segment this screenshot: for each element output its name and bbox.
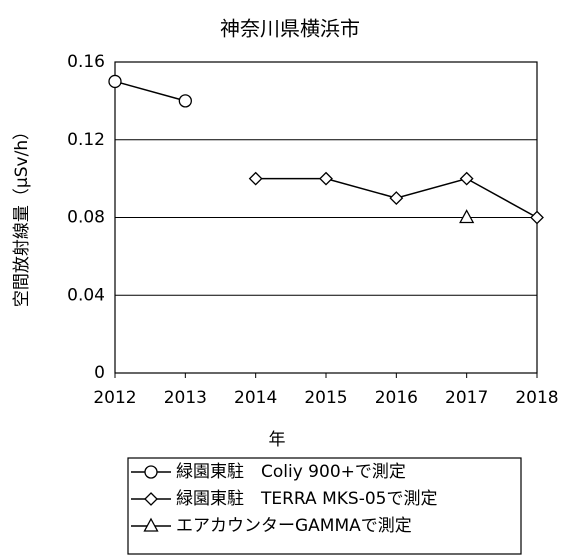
point (143, 517, 159, 532)
point (459, 171, 474, 186)
point (459, 209, 475, 224)
x-tick-label: 2017 (445, 388, 488, 408)
point (178, 94, 192, 108)
legend-label: 緑園東駐 TERRA MKS-05で測定 (176, 489, 437, 509)
legend-label: エアカウンターGAMMAで測定 (176, 516, 412, 536)
series-line (114, 80, 186, 102)
y-tick-label: 0.04 (67, 285, 105, 305)
x-tick-label: 2016 (375, 388, 418, 408)
point (144, 492, 158, 506)
point (144, 465, 158, 479)
legend-label: 緑園東駐 Coliy 900+で測定 (176, 462, 406, 482)
x-tick-label: 2015 (304, 388, 347, 408)
point (108, 74, 122, 89)
x-tick-label: 2018 (515, 388, 558, 408)
point (389, 191, 404, 205)
y-tick-label: 0.08 (67, 208, 105, 228)
x-tick-label: 2014 (234, 388, 277, 408)
chart-title: 神奈川県横浜市 (220, 17, 360, 41)
point (530, 210, 544, 225)
point (319, 171, 333, 186)
y-tick-label: 0.12 (67, 130, 105, 150)
y-tick-label: 0 (94, 363, 105, 383)
point (248, 171, 263, 186)
y-tick-label: 0.16 (67, 52, 105, 72)
y-axis-label: 空間放射線量（μSv/h） (12, 123, 32, 307)
x-tick-label: 2013 (164, 388, 207, 408)
x-tick-label: 2012 (93, 388, 136, 408)
legend-box (127, 457, 522, 555)
x-axis-label: 年 (269, 430, 286, 450)
